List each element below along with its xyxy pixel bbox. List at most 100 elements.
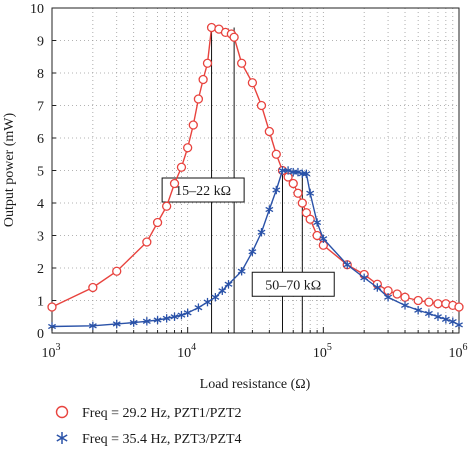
data-point-circle <box>142 237 152 247</box>
data-point-star <box>129 318 138 327</box>
data-point-star <box>293 167 302 177</box>
legend: Freq = 29.2 Hz, PZT1/PZT2 Freq = 35.4 Hz,… <box>55 405 242 447</box>
star-stroke <box>284 167 293 174</box>
y-tick-label: 10 <box>30 2 44 17</box>
star-stroke <box>88 323 97 329</box>
annotations: 15–22 kΩ 50–70 kΩ <box>161 27 335 333</box>
data-point-circle <box>237 58 247 68</box>
star-stroke <box>343 262 352 268</box>
data-point-star <box>194 303 203 312</box>
y-tick-label: 8 <box>37 67 44 82</box>
star-stroke <box>306 190 315 196</box>
star-stroke <box>257 229 266 235</box>
legend-marker-star <box>56 432 68 444</box>
data-point-star <box>441 315 450 324</box>
data-point-star <box>218 286 227 295</box>
y-tick-label: 6 <box>37 132 44 147</box>
data-point-circle <box>188 120 198 130</box>
data-point-star <box>343 260 352 269</box>
x-tick-label: 106 <box>449 342 468 361</box>
star-stroke <box>434 314 442 320</box>
data-point-circle <box>198 74 208 85</box>
legend-marker-circle <box>55 405 69 419</box>
star-stroke <box>162 315 171 322</box>
data-point-star <box>284 166 293 175</box>
axis-ticks: 0 1 2 3 4 5 6 7 8 9 10 103 104 105 106 <box>30 2 468 361</box>
data-point-circle <box>271 149 281 159</box>
data-point-circle <box>433 299 443 309</box>
star-stroke <box>129 319 138 326</box>
star-stroke <box>48 323 56 330</box>
data-point-star <box>313 218 322 227</box>
data-point-circle <box>392 289 402 299</box>
x-tick-label: 104 <box>177 342 196 361</box>
series-line <box>51 26 460 308</box>
y-tick-label: 7 <box>37 100 44 115</box>
y-tick-label: 2 <box>37 262 44 277</box>
star-stroke <box>302 171 311 177</box>
data-point-star <box>319 234 328 243</box>
star-stroke <box>203 299 212 305</box>
y-tick-label: 3 <box>37 230 44 245</box>
data-point-star <box>237 267 246 276</box>
legend-star-stroke <box>56 434 68 442</box>
star-stroke <box>293 169 302 175</box>
data-point-circle <box>88 282 98 293</box>
data-point-circle <box>183 143 193 153</box>
series-line <box>51 169 460 328</box>
data-point-star <box>384 293 393 302</box>
data-point-circle <box>202 58 213 68</box>
data-point-circle <box>112 266 122 276</box>
data-point-circle <box>288 178 298 189</box>
star-stroke <box>237 268 246 274</box>
legend-entry-label: Freq = 29.2 Hz, PZT1/PZT2 <box>82 406 242 421</box>
data-series <box>47 22 464 331</box>
data-point-circle <box>206 22 217 33</box>
annotation-box <box>251 271 335 297</box>
data-point-star <box>434 312 442 321</box>
y-tick-label: 4 <box>37 197 44 212</box>
star-stroke <box>248 249 257 255</box>
star-stroke <box>194 304 203 311</box>
data-point-star <box>170 312 179 321</box>
data-point-circle <box>162 201 172 211</box>
star-stroke <box>170 314 179 320</box>
data-point-circle <box>152 217 163 228</box>
star-stroke <box>224 281 233 287</box>
data-point-star <box>224 280 233 289</box>
x-tick-label: 103 <box>42 342 61 361</box>
star-stroke <box>272 187 281 193</box>
data-point-circle <box>454 302 464 312</box>
data-point-star <box>177 310 186 320</box>
data-point-circle <box>413 295 423 306</box>
star-stroke <box>142 318 151 324</box>
data-point-star <box>360 273 369 282</box>
star-stroke <box>153 317 162 323</box>
data-point-star <box>203 297 212 307</box>
data-point-star <box>373 283 382 292</box>
data-point-star <box>153 315 162 325</box>
data-point-star <box>112 319 121 329</box>
data-point-circle <box>305 214 315 224</box>
data-point-circle <box>47 302 57 312</box>
data-point-circle <box>312 230 322 241</box>
data-point-star <box>414 306 423 315</box>
data-point-circle <box>297 198 307 208</box>
star-stroke <box>313 219 322 226</box>
star-stroke <box>218 288 227 294</box>
y-tick-label: 0 <box>37 327 44 342</box>
data-point-circle <box>256 100 267 111</box>
y-tick-label: 9 <box>37 35 44 50</box>
x-axis-label: Load resistance (Ω) <box>200 377 311 392</box>
legend-entry-label: Freq = 35.4 Hz, PZT3/PZT4 <box>82 432 242 447</box>
data-point-star <box>424 309 433 318</box>
data-point-star <box>162 314 171 323</box>
annotation-label: 15–22 kΩ <box>175 184 231 199</box>
star-stroke <box>177 312 186 318</box>
data-point-circle <box>293 188 303 198</box>
data-point-circle <box>400 292 410 302</box>
data-point-star <box>265 205 274 214</box>
star-stroke <box>112 321 121 327</box>
data-point-circle <box>169 178 180 189</box>
